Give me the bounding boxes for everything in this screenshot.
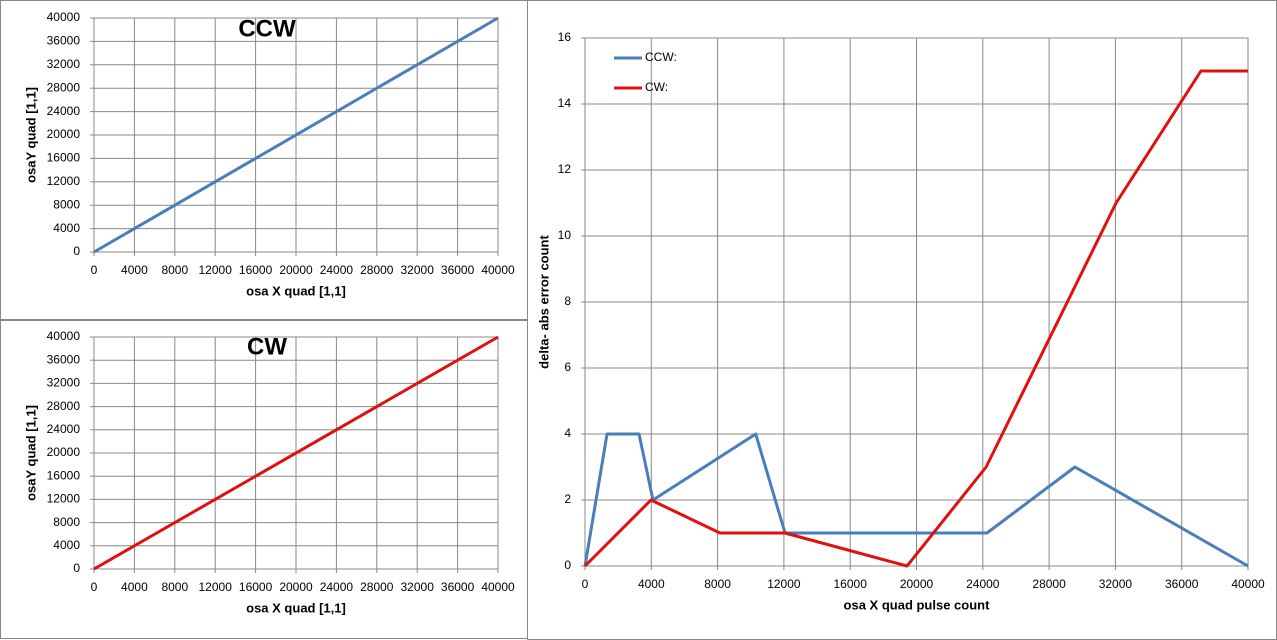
chart-title: CW bbox=[247, 333, 287, 360]
data-line bbox=[93, 16, 499, 254]
y-tick-label: 16 bbox=[558, 30, 572, 44]
y-axis-label: delta- abs error count bbox=[536, 235, 551, 369]
y-tick-label: 36000 bbox=[47, 352, 81, 366]
x-tick-label: 32000 bbox=[1099, 577, 1133, 591]
y-tick-label: 12000 bbox=[47, 174, 81, 188]
x-tick-label: 24000 bbox=[320, 580, 354, 594]
chart-frame bbox=[527, 0, 1277, 640]
y-tick-label: 20000 bbox=[47, 127, 81, 141]
x-tick-label: 0 bbox=[582, 577, 589, 591]
x-tick-label: 32000 bbox=[401, 580, 435, 594]
x-tick-label: 36000 bbox=[1165, 577, 1199, 591]
x-tick-label: 24000 bbox=[320, 263, 354, 277]
x-tick-label: 8000 bbox=[704, 577, 731, 591]
y-tick-label: 2 bbox=[564, 492, 571, 506]
y-tick-label: 24000 bbox=[47, 422, 81, 436]
y-tick-label: 4000 bbox=[53, 538, 80, 552]
x-tick-label: 20000 bbox=[279, 580, 313, 594]
y-tick-label: 12000 bbox=[47, 492, 81, 506]
x-tick-label: 16000 bbox=[239, 263, 273, 277]
x-tick-label: 24000 bbox=[966, 577, 1000, 591]
x-tick-label: 28000 bbox=[360, 263, 394, 277]
y-tick-label: 12 bbox=[558, 162, 572, 176]
x-axis-label: osa X quad [1,1] bbox=[246, 600, 346, 615]
y-tick-label: 0 bbox=[73, 244, 80, 258]
x-tick-label: 36000 bbox=[441, 263, 475, 277]
x-tick-label: 20000 bbox=[900, 577, 934, 591]
y-tick-label: 16000 bbox=[47, 468, 81, 482]
y-tick-label: 16000 bbox=[47, 151, 81, 165]
y-tick-label: 20000 bbox=[47, 445, 81, 459]
y-tick-label: 6 bbox=[564, 360, 571, 374]
x-tick-label: 32000 bbox=[401, 263, 435, 277]
x-tick-label: 12000 bbox=[767, 577, 801, 591]
y-tick-label: 32000 bbox=[47, 57, 81, 71]
data-line bbox=[93, 335, 499, 571]
x-tick-label: 8000 bbox=[161, 263, 188, 277]
y-tick-label: 28000 bbox=[47, 399, 81, 413]
x-tick-label: 28000 bbox=[1032, 577, 1066, 591]
data-line bbox=[583, 69, 1248, 568]
y-tick-label: 40000 bbox=[47, 329, 81, 343]
x-tick-label: 28000 bbox=[360, 580, 394, 594]
y-tick-label: 40000 bbox=[47, 10, 81, 24]
x-tick-label: 0 bbox=[91, 580, 98, 594]
y-axis-label: osaY quad [1,1] bbox=[23, 405, 38, 501]
y-tick-label: 4 bbox=[564, 426, 571, 440]
x-axis-label: osa X quad [1,1] bbox=[246, 283, 346, 298]
x-tick-label: 12000 bbox=[199, 263, 233, 277]
y-tick-label: 32000 bbox=[47, 376, 81, 390]
x-tick-label: 12000 bbox=[199, 580, 233, 594]
plot-area bbox=[93, 17, 499, 253]
chart-frame bbox=[0, 0, 528, 320]
y-tick-label: 4000 bbox=[53, 221, 80, 235]
x-tick-label: 8000 bbox=[161, 580, 188, 594]
y-tick-label: 0 bbox=[564, 558, 571, 572]
y-tick-label: 8000 bbox=[53, 197, 80, 211]
x-tick-label: 4000 bbox=[121, 263, 148, 277]
chart-title: CCW bbox=[238, 15, 296, 42]
x-tick-label: 4000 bbox=[638, 577, 665, 591]
plot-area bbox=[584, 37, 1249, 567]
legend-label: CCW: bbox=[645, 50, 677, 64]
x-tick-label: 0 bbox=[91, 263, 98, 277]
x-tick-label: 40000 bbox=[481, 263, 515, 277]
x-tick-label: 4000 bbox=[121, 580, 148, 594]
legend-label: CW: bbox=[645, 80, 668, 94]
plot-area bbox=[93, 336, 499, 570]
x-tick-label: 40000 bbox=[1231, 577, 1265, 591]
y-tick-label: 0 bbox=[73, 561, 80, 575]
y-tick-label: 28000 bbox=[47, 80, 81, 94]
x-tick-label: 40000 bbox=[481, 580, 515, 594]
y-axis-label: osaY quad [1,1] bbox=[23, 87, 38, 183]
y-tick-label: 14 bbox=[558, 96, 572, 110]
y-tick-label: 8000 bbox=[53, 515, 80, 529]
chart-frame bbox=[0, 320, 528, 639]
x-tick-label: 16000 bbox=[239, 580, 273, 594]
y-tick-label: 10 bbox=[558, 228, 572, 242]
y-tick-label: 8 bbox=[564, 294, 571, 308]
x-tick-label: 16000 bbox=[834, 577, 868, 591]
y-tick-label: 24000 bbox=[47, 104, 81, 118]
x-axis-label: osa X quad pulse count bbox=[844, 597, 991, 612]
data-line bbox=[583, 432, 1249, 568]
x-tick-label: 36000 bbox=[441, 580, 475, 594]
x-tick-label: 20000 bbox=[279, 263, 313, 277]
y-tick-label: 36000 bbox=[47, 34, 81, 48]
